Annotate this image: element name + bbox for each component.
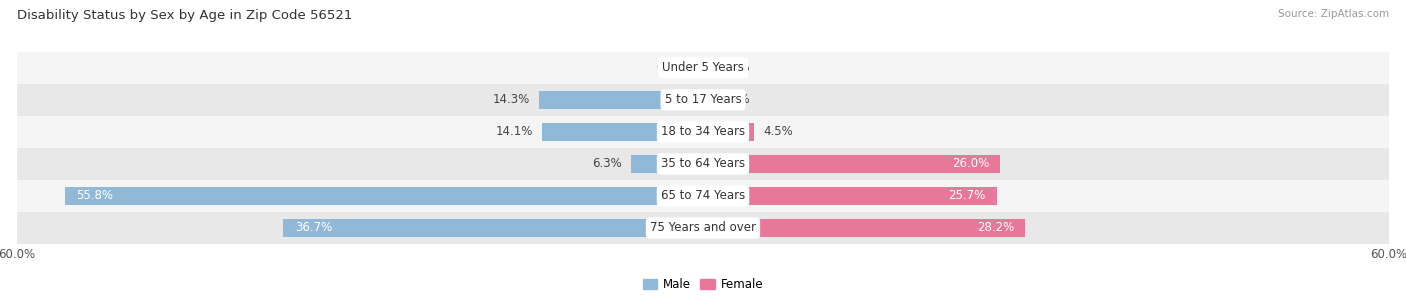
Text: 14.3%: 14.3% <box>494 93 530 106</box>
Text: 4.5%: 4.5% <box>763 125 793 138</box>
Text: 0.0%: 0.0% <box>657 61 686 74</box>
Text: 28.2%: 28.2% <box>977 221 1014 235</box>
Text: Disability Status by Sex by Age in Zip Code 56521: Disability Status by Sex by Age in Zip C… <box>17 9 353 22</box>
Text: 18 to 34 Years: 18 to 34 Years <box>661 125 745 138</box>
Text: 25.7%: 25.7% <box>948 189 986 203</box>
Text: 55.8%: 55.8% <box>76 189 114 203</box>
Text: 65 to 74 Years: 65 to 74 Years <box>661 189 745 203</box>
Text: 26.0%: 26.0% <box>952 157 988 170</box>
Text: 14.1%: 14.1% <box>495 125 533 138</box>
Text: 0.0%: 0.0% <box>720 61 749 74</box>
Text: 0.0%: 0.0% <box>720 93 749 106</box>
Bar <box>703 187 997 205</box>
Bar <box>65 187 703 205</box>
Text: 36.7%: 36.7% <box>295 221 332 235</box>
Bar <box>631 155 703 173</box>
Bar <box>17 212 1389 244</box>
Text: 6.3%: 6.3% <box>592 157 621 170</box>
Legend: Male, Female: Male, Female <box>638 273 768 296</box>
Text: 5 to 17 Years: 5 to 17 Years <box>665 93 741 106</box>
Bar <box>703 219 1025 237</box>
Bar <box>17 52 1389 84</box>
Text: Under 5 Years: Under 5 Years <box>662 61 744 74</box>
Bar <box>540 91 703 109</box>
Text: 75 Years and over: 75 Years and over <box>650 221 756 235</box>
Bar <box>284 219 703 237</box>
Bar <box>17 148 1389 180</box>
Text: 35 to 64 Years: 35 to 64 Years <box>661 157 745 170</box>
Text: Source: ZipAtlas.com: Source: ZipAtlas.com <box>1278 9 1389 19</box>
Bar <box>17 116 1389 148</box>
Bar <box>541 123 703 141</box>
Bar <box>17 180 1389 212</box>
Bar <box>17 84 1389 116</box>
Bar <box>703 155 1000 173</box>
Bar <box>703 123 755 141</box>
